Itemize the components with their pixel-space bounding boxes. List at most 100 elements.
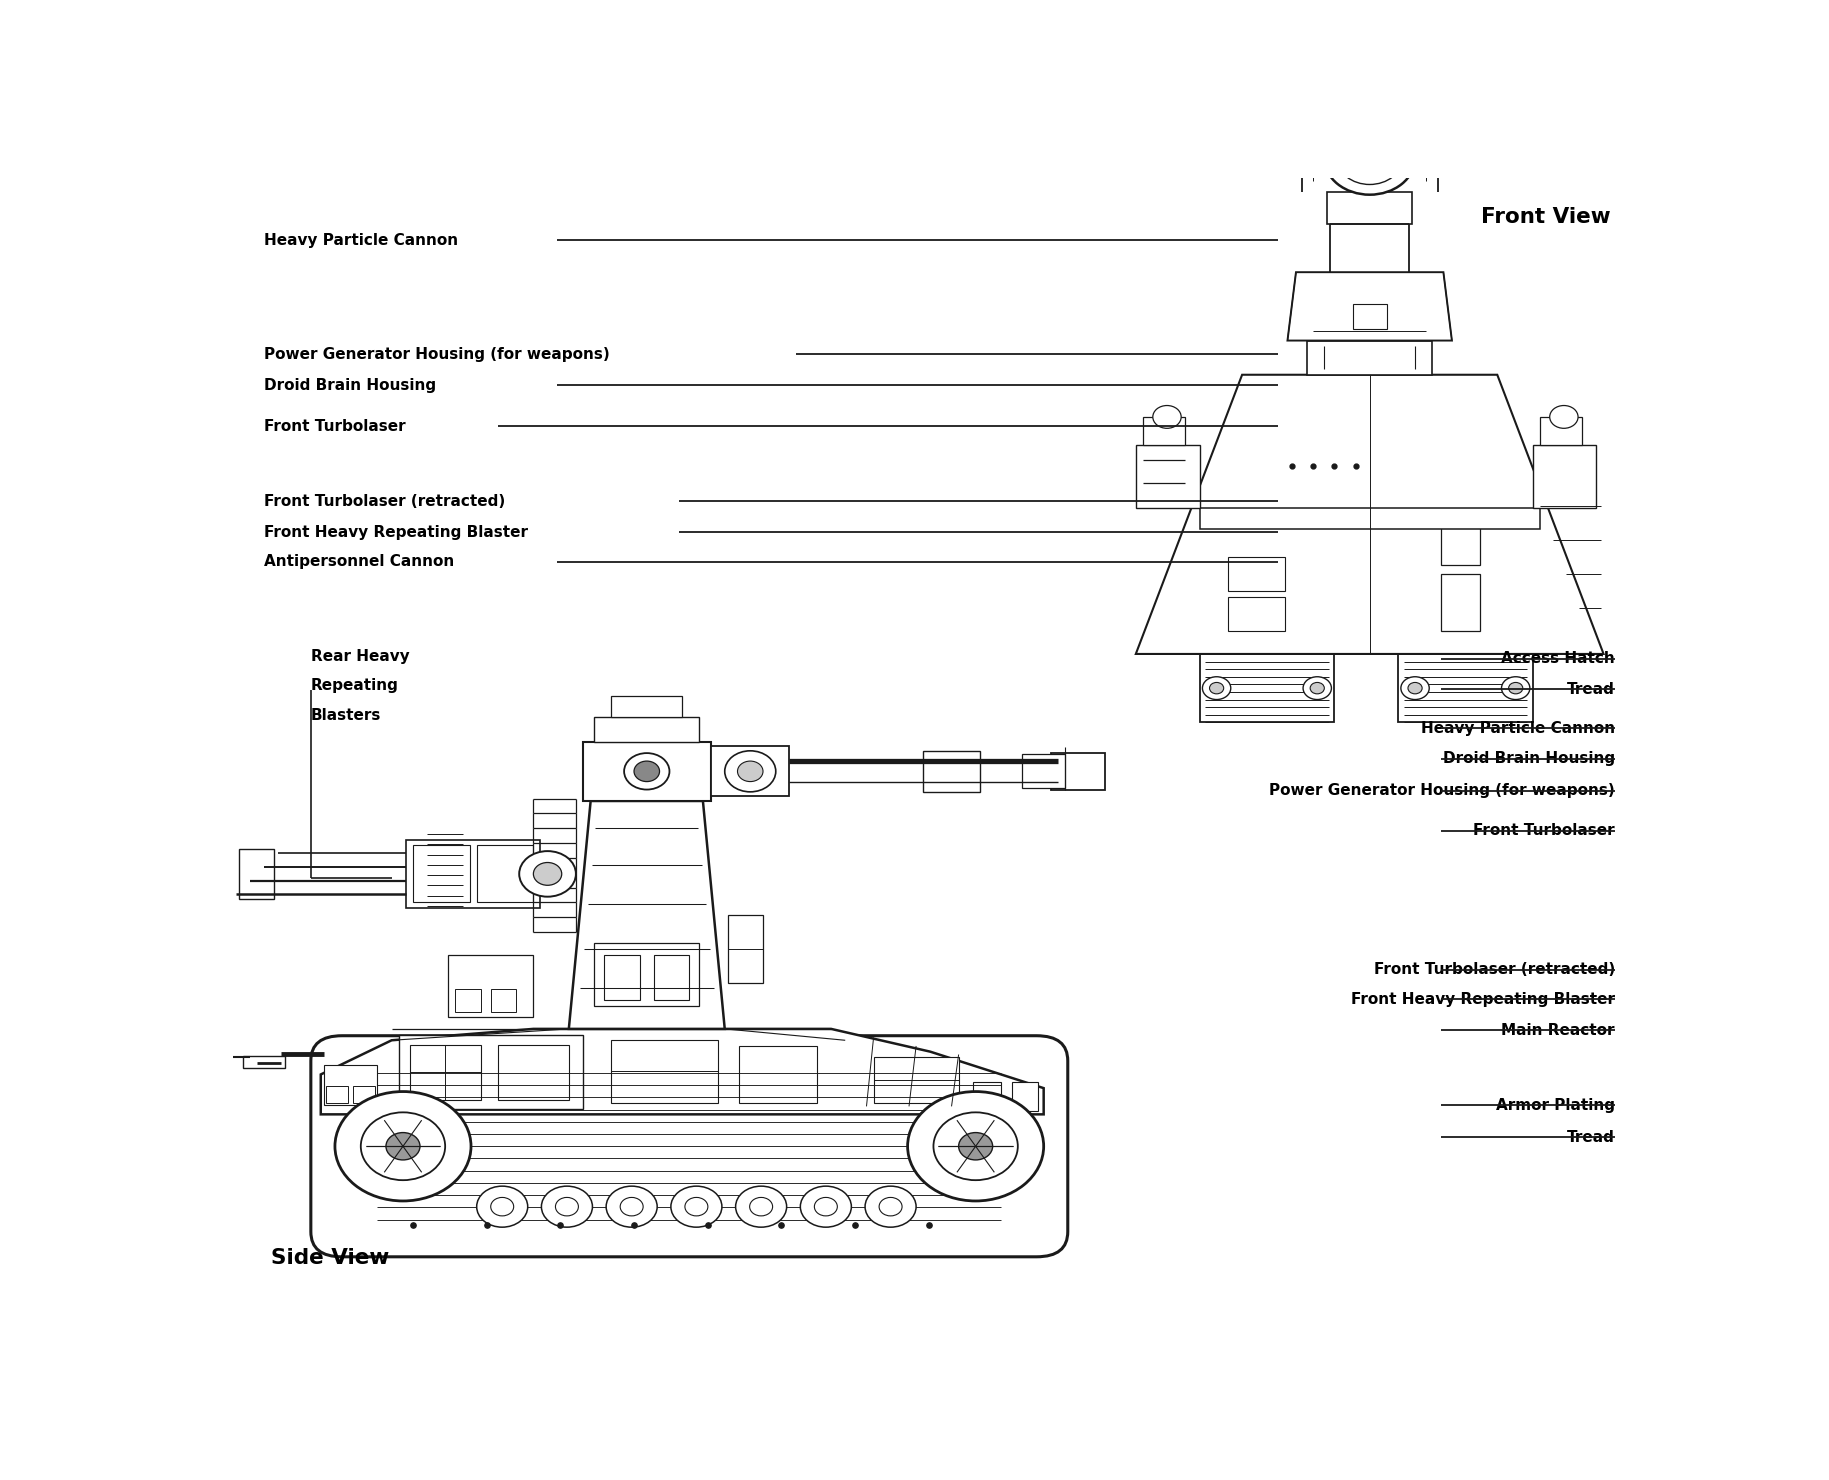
Circle shape xyxy=(1310,682,1324,694)
Bar xyxy=(477,845,534,903)
Text: Tread: Tread xyxy=(1567,682,1615,697)
Circle shape xyxy=(933,1113,1017,1180)
Text: Droid Brain Housing: Droid Brain Housing xyxy=(263,377,435,392)
Text: Tread: Tread xyxy=(1567,1129,1615,1144)
Bar xyxy=(1022,755,1064,789)
Bar xyxy=(594,943,699,1006)
Bar xyxy=(1052,753,1105,789)
Bar xyxy=(490,989,516,1012)
Bar xyxy=(1441,574,1480,630)
Text: Antipersonnel Cannon: Antipersonnel Cannon xyxy=(263,554,454,570)
Circle shape xyxy=(605,1185,657,1227)
Circle shape xyxy=(1502,676,1529,700)
Circle shape xyxy=(684,1197,708,1217)
Text: Front Heavy Repeating Blaster: Front Heavy Repeating Blaster xyxy=(1352,992,1615,1006)
Text: Front View: Front View xyxy=(1481,207,1611,228)
Circle shape xyxy=(880,1197,902,1217)
Circle shape xyxy=(1363,152,1377,164)
Bar xyxy=(1397,654,1533,722)
Circle shape xyxy=(386,1132,421,1160)
Bar xyxy=(655,955,690,1000)
Bar xyxy=(1533,445,1597,508)
Circle shape xyxy=(724,750,775,792)
Bar xyxy=(710,746,788,796)
Bar xyxy=(353,1086,375,1103)
Text: Repeating: Repeating xyxy=(311,678,399,693)
Circle shape xyxy=(737,761,763,781)
Text: Power Generator Housing (for weapons): Power Generator Housing (for weapons) xyxy=(1269,783,1615,798)
Text: Front Turbolaser: Front Turbolaser xyxy=(263,419,406,434)
Bar xyxy=(973,1082,1000,1111)
Bar xyxy=(583,741,710,801)
Text: Front Heavy Repeating Blaster: Front Heavy Repeating Blaster xyxy=(263,524,529,540)
Bar xyxy=(611,696,682,716)
Bar xyxy=(728,915,763,983)
Bar xyxy=(1013,1082,1039,1111)
Bar xyxy=(1200,654,1335,722)
Polygon shape xyxy=(1357,136,1383,178)
Circle shape xyxy=(335,1092,472,1200)
Text: Main Reactor: Main Reactor xyxy=(1502,1023,1615,1037)
Bar xyxy=(497,1045,569,1100)
Circle shape xyxy=(865,1185,916,1227)
Bar xyxy=(326,1086,348,1103)
Bar xyxy=(1227,556,1284,592)
Bar xyxy=(406,839,541,909)
Polygon shape xyxy=(320,1029,1044,1114)
Circle shape xyxy=(556,1197,578,1217)
Polygon shape xyxy=(569,801,724,1029)
Text: Rear Heavy: Rear Heavy xyxy=(311,648,410,663)
Circle shape xyxy=(490,1197,514,1217)
Text: Armor Plating: Armor Plating xyxy=(1496,1098,1615,1113)
Text: Front Turbolaser: Front Turbolaser xyxy=(1474,823,1615,838)
Polygon shape xyxy=(1136,374,1604,654)
Circle shape xyxy=(1337,132,1403,185)
Bar xyxy=(243,1057,285,1067)
Bar xyxy=(413,845,470,903)
Text: Droid Brain Housing: Droid Brain Housing xyxy=(1443,752,1615,767)
Bar xyxy=(1540,417,1582,445)
Bar xyxy=(739,1046,818,1103)
Bar xyxy=(410,1045,481,1100)
Text: Power Generator Housing (for weapons): Power Generator Housing (for weapons) xyxy=(263,346,609,361)
Bar xyxy=(1136,445,1200,508)
Circle shape xyxy=(519,851,576,897)
Text: Side View: Side View xyxy=(271,1248,390,1268)
Bar xyxy=(874,1057,958,1103)
Bar xyxy=(1328,192,1412,225)
Circle shape xyxy=(541,1185,593,1227)
FancyBboxPatch shape xyxy=(311,1036,1068,1257)
Bar xyxy=(1227,596,1284,630)
Bar xyxy=(594,716,699,741)
Circle shape xyxy=(1202,676,1231,700)
Circle shape xyxy=(671,1185,722,1227)
Bar xyxy=(399,1035,583,1109)
Bar xyxy=(604,955,640,1000)
Circle shape xyxy=(735,1185,786,1227)
Circle shape xyxy=(1408,682,1423,694)
Circle shape xyxy=(477,1185,529,1227)
Circle shape xyxy=(1324,121,1416,195)
Bar xyxy=(455,989,481,1012)
Text: Front Turbolaser (retracted): Front Turbolaser (retracted) xyxy=(1374,962,1615,977)
Bar xyxy=(1308,340,1432,374)
Bar xyxy=(324,1066,377,1106)
Circle shape xyxy=(624,753,669,789)
Circle shape xyxy=(1549,406,1578,428)
Circle shape xyxy=(801,1185,850,1227)
Circle shape xyxy=(635,761,660,781)
Bar xyxy=(1143,417,1185,445)
Circle shape xyxy=(907,1092,1044,1200)
Circle shape xyxy=(1152,406,1182,428)
Bar xyxy=(924,750,980,792)
Circle shape xyxy=(620,1197,644,1217)
Circle shape xyxy=(1401,676,1428,700)
Circle shape xyxy=(1209,682,1224,694)
Text: Heavy Particle Cannon: Heavy Particle Cannon xyxy=(1421,721,1615,736)
Bar xyxy=(448,955,534,1017)
Bar xyxy=(1441,519,1480,565)
Text: Front Turbolaser (retracted): Front Turbolaser (retracted) xyxy=(263,494,505,509)
Polygon shape xyxy=(1288,272,1452,340)
Circle shape xyxy=(958,1132,993,1160)
Bar xyxy=(238,850,274,898)
